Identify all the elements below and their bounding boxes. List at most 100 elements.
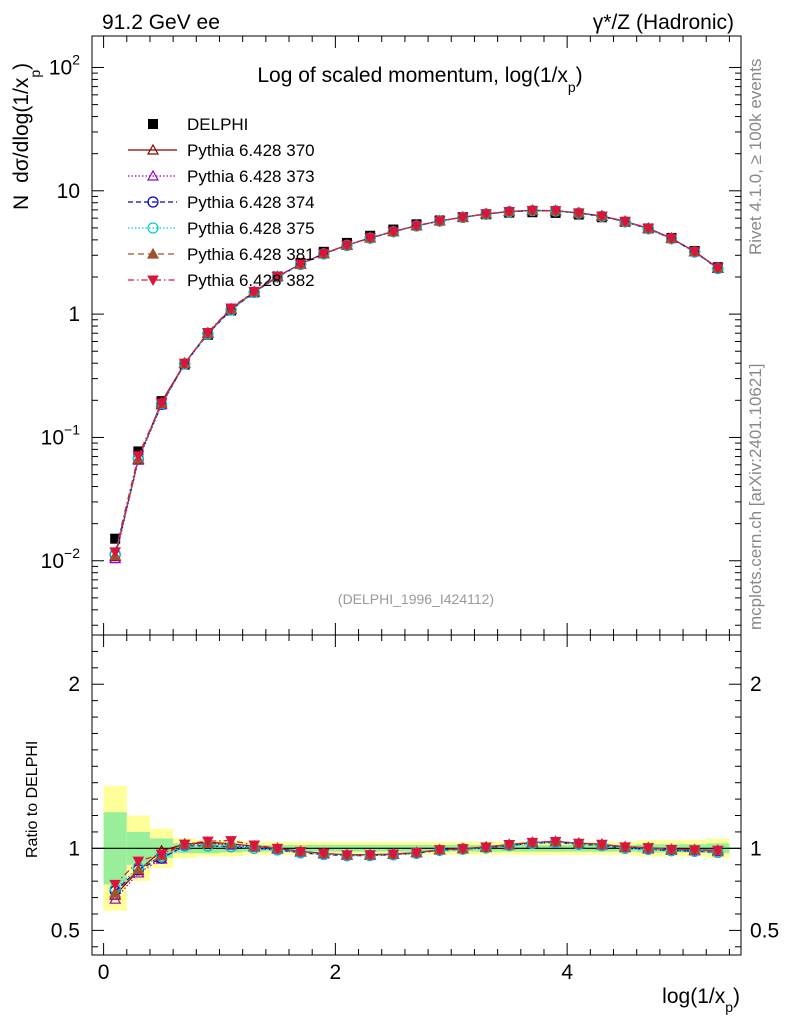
main-data-point xyxy=(155,398,168,410)
ratio-data-point xyxy=(202,836,214,848)
legend-marker xyxy=(147,275,159,287)
legend-marker xyxy=(148,119,158,129)
ratio-y-tick-label-right: 0.5 xyxy=(750,919,779,942)
legend-label: Pythia 6.428 381 xyxy=(187,245,315,264)
header-energy: 91.2 GeV ee xyxy=(102,11,220,34)
main-y-tick-label: 10−2 xyxy=(41,545,81,573)
main-data-point xyxy=(480,209,492,220)
main-data-point xyxy=(711,263,724,274)
x-tick-label: 4 xyxy=(561,961,573,984)
legend-marker xyxy=(146,169,160,181)
ratio-y-axis-label: Ratio to DELPHI xyxy=(24,741,41,858)
main-y-tick-exponent: −1 xyxy=(64,421,80,437)
main-data-point xyxy=(132,451,145,462)
ratio-data-point xyxy=(248,840,261,852)
main-series-6 xyxy=(109,205,724,558)
x-tick-label: 0 xyxy=(98,961,110,984)
ratio-data-point xyxy=(596,839,608,851)
legend-label: Pythia 6.428 374 xyxy=(187,193,315,212)
ratio-series-5 xyxy=(109,836,724,891)
legend-entry: DELPHI xyxy=(148,115,248,134)
main-series-line xyxy=(114,209,719,553)
legend-label: DELPHI xyxy=(187,115,248,134)
legend-entry: Pythia 6.428 382 xyxy=(128,271,315,290)
main-data-point xyxy=(665,233,678,245)
ratio-y-tick-label: 1 xyxy=(68,837,80,860)
ratio-data-point xyxy=(665,844,678,856)
main-data-point xyxy=(688,246,701,258)
ratio-y-tick-label: 2 xyxy=(68,673,80,696)
main-data-point xyxy=(572,208,585,219)
legend-entry: Pythia 6.428 381 xyxy=(128,245,315,264)
svg-text:mcplots.cern.ch [arXiv:2401.10: mcplots.cern.ch [arXiv:2401.10621] xyxy=(746,364,765,630)
legend-label: Pythia 6.428 370 xyxy=(187,141,315,160)
main-y-tick-base: 10 xyxy=(41,426,64,449)
main-y-tick-label: 10 xyxy=(57,180,80,203)
ratio-data-point xyxy=(178,839,191,851)
ratio-data-point xyxy=(155,849,168,861)
main-data-point xyxy=(549,206,562,217)
ratio-data-point xyxy=(387,849,400,861)
ratio-data-point xyxy=(109,892,122,904)
main-data-point xyxy=(109,547,122,558)
ratio-data-point xyxy=(503,840,516,851)
ratio-axis-ticks: 0.5 0.5 1 1 2 2 0 2 4 xyxy=(51,634,779,984)
ratio-data-point xyxy=(480,842,492,854)
legend-entry: Pythia 6.428 373 xyxy=(128,167,315,186)
ratio-data-point xyxy=(341,850,353,861)
ratio-y-label-text: Ratio to DELPHI xyxy=(24,741,41,858)
main-data-point xyxy=(433,216,446,227)
rivet-side-text: Rivet 4.1.0, ≥ 100k events xyxy=(746,59,765,255)
ratio-data-point xyxy=(294,846,307,858)
ratio-series-line xyxy=(114,841,718,889)
ratio-series-line xyxy=(114,841,718,900)
main-y-tick-base: 10 xyxy=(57,180,80,203)
ratio-data-point xyxy=(433,845,446,856)
legend-entry: Pythia 6.428 375 xyxy=(128,219,315,238)
ratio-data-point xyxy=(549,836,562,848)
chart-title: Log of scaled momentum, log(1/xp) xyxy=(257,64,582,95)
main-data-point xyxy=(526,205,539,217)
legend-label: Pythia 6.428 373 xyxy=(187,167,315,186)
svg-text:Rivet 4.1.0, ≥ 100k events: Rivet 4.1.0, ≥ 100k events xyxy=(746,59,765,255)
ratio-series-group xyxy=(109,835,724,904)
ratio-data-point xyxy=(410,848,423,859)
main-y-tick-base: 1 xyxy=(68,303,80,326)
analysis-tag: (DELPHI_1996_I424112) xyxy=(338,591,494,607)
main-data-point xyxy=(596,211,608,222)
main-series-group xyxy=(109,204,724,564)
legend-marker xyxy=(147,222,159,234)
ratio-data-point xyxy=(132,863,145,875)
header-process: γ*/Z (Hadronic) xyxy=(593,11,734,34)
legend-marker xyxy=(147,196,159,208)
legend-entry: Pythia 6.428 374 xyxy=(128,193,315,212)
main-data-point xyxy=(271,271,284,283)
ratio-data-point xyxy=(526,837,539,849)
ratio-data-point xyxy=(225,836,237,847)
main-y-tick-base: 10 xyxy=(41,550,64,573)
main-data-point xyxy=(642,223,655,235)
main-data-point xyxy=(248,286,261,298)
main-data-point xyxy=(387,226,400,238)
main-data-point xyxy=(178,358,191,370)
main-y-tick-label: 10−1 xyxy=(41,421,81,449)
main-data-point xyxy=(503,206,516,218)
x-axis-label: log(1/xp) xyxy=(662,985,740,1015)
main-data-point xyxy=(457,212,469,224)
main-data-point xyxy=(364,233,376,244)
main-y-tick-label: 102 xyxy=(49,51,80,79)
legend-label: Pythia 6.428 382 xyxy=(187,271,315,290)
main-data-point xyxy=(317,249,330,260)
legend-marker xyxy=(146,247,160,259)
legend-label: Pythia 6.428 375 xyxy=(187,219,315,238)
legend-entry: Pythia 6.428 370 xyxy=(128,141,315,160)
main-data-point xyxy=(225,303,237,315)
main-data-point xyxy=(202,327,214,339)
main-data-point xyxy=(294,259,307,271)
ratio-data-point xyxy=(317,848,330,860)
main-y-tick-label: 1 xyxy=(68,303,80,326)
ratio-data-point xyxy=(132,856,145,868)
ratio-data-point xyxy=(109,886,122,898)
